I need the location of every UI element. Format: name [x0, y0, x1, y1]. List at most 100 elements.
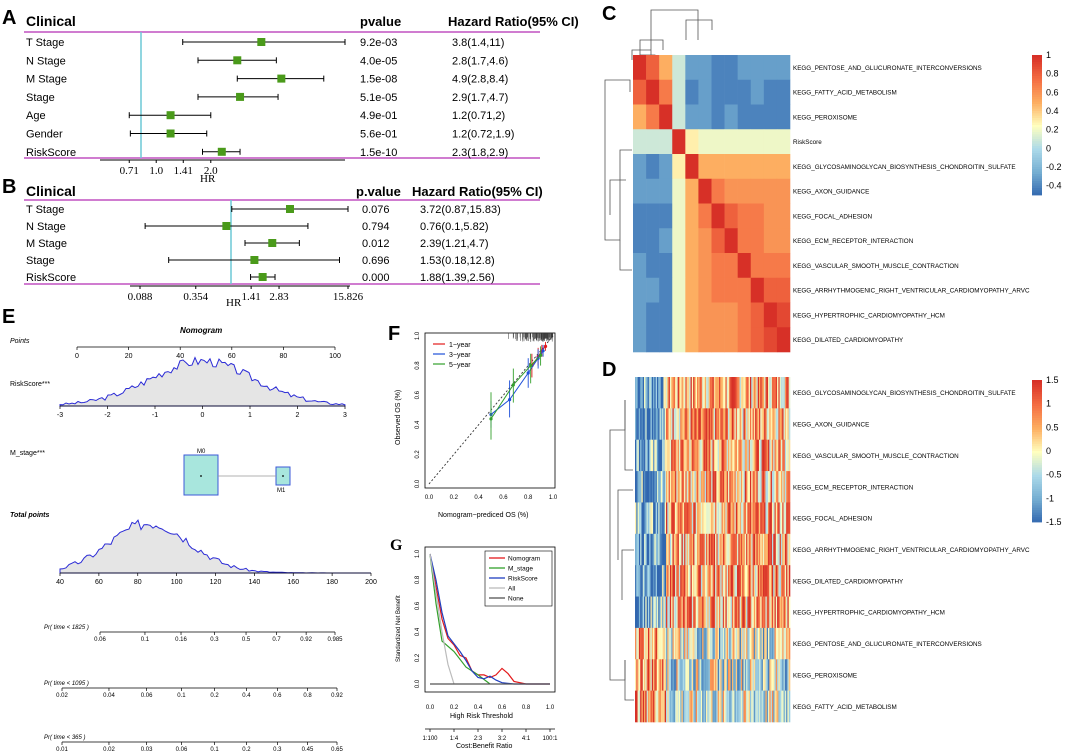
- heatmap-d-legend-swatch: [1032, 479, 1042, 483]
- heatmap-d-cell: [744, 408, 747, 441]
- heatmap-c-cell: [685, 277, 699, 303]
- heatmap-d-cell: [663, 690, 666, 723]
- heatmap-d-cell: [729, 690, 731, 723]
- heatmap-c-legend-swatch: [1032, 164, 1042, 168]
- heatmap-d-cell: [751, 565, 753, 597]
- calibration-point: [511, 383, 515, 387]
- heatmap-d-cell: [726, 690, 729, 723]
- heatmap-d-cell: [711, 439, 713, 472]
- heatmap-d-cell: [638, 596, 641, 629]
- heatmap-d-cell: [739, 502, 742, 535]
- heatmap-d-cell: [715, 659, 717, 691]
- forest-row-name: N Stage: [26, 55, 66, 67]
- heatmap-c-row-label: KEGG_GLYCOSAMINOGLYCAN_BIOSYNTHESIS_CHON…: [793, 164, 1016, 171]
- heatmap-d-cell: [783, 596, 786, 629]
- heatmap-c-cell: [646, 228, 660, 254]
- forest-tick-label: 1.0: [149, 165, 163, 177]
- heatmap-d-cell: [788, 533, 791, 566]
- heatmap-d-cell: [695, 533, 698, 566]
- heatmap-d-cell: [691, 533, 694, 566]
- heatmap-d-cell: [699, 659, 702, 691]
- heatmap-d-cell: [775, 502, 778, 535]
- forest-tick-label: 1.41: [242, 291, 261, 303]
- heatmap-d-cell: [773, 627, 775, 660]
- heatmap-d-cell: [673, 533, 676, 566]
- heatmap-d-cell: [700, 408, 703, 441]
- heatmap-d-cell: [653, 408, 655, 441]
- heatmap-d-cell: [730, 596, 733, 629]
- heatmap-c-cell: [633, 55, 647, 81]
- heatmap-d-cell: [773, 502, 775, 535]
- heatmap-d-cell: [700, 502, 703, 535]
- heatmap-d-cell: [735, 690, 738, 723]
- heatmap-d-cell: [635, 596, 637, 629]
- heatmap-d-cell: [636, 690, 638, 723]
- nomogram-prob-tick-label: 0.8: [303, 693, 312, 699]
- heatmap-c-cell: [698, 203, 712, 229]
- heatmap-d-cell: [667, 533, 669, 566]
- heatmap-d-cell: [651, 502, 654, 535]
- heatmap-d-cell: [784, 533, 787, 566]
- heatmap-d-cell: [655, 565, 658, 597]
- heatmap-d-cell: [694, 439, 697, 472]
- heatmap-d-cell: [703, 565, 706, 597]
- heatmap-d-cell: [757, 408, 760, 441]
- heatmap-d-cell: [697, 596, 699, 629]
- heatmap-d-cell: [768, 690, 770, 723]
- forest-row-hr: 1.2(0.72,1.9): [452, 129, 514, 141]
- heatmap-d-cell: [663, 596, 666, 629]
- heatmap-d-cell: [668, 659, 671, 691]
- heatmap-d-cell: [654, 565, 656, 597]
- calibration-y-tick: 0.4: [415, 420, 421, 429]
- heatmap-d-cell: [640, 627, 642, 660]
- heatmap-c-cell: [659, 79, 673, 105]
- heatmap-d-cell: [780, 471, 783, 503]
- heatmap-d-cell: [716, 659, 718, 691]
- heatmap-d-cell: [707, 377, 709, 409]
- heatmap-d-cell: [702, 408, 704, 441]
- heatmap-d-cell: [728, 439, 730, 472]
- heatmap-c-legend-swatch: [1032, 139, 1042, 142]
- heatmap-d-cell: [753, 439, 756, 472]
- heatmap-d-cell: [742, 377, 744, 409]
- nomogram-prob-tick-label: 0.03: [141, 747, 153, 752]
- heatmap-c-cell: [698, 277, 712, 303]
- heatmap-d-cell: [730, 471, 733, 503]
- heatmap-d-cell: [693, 659, 695, 691]
- heatmap-d-cell: [716, 565, 718, 597]
- panel-a: A Clinical pvalue Hazard Ratio(95% CI) T…: [2, 7, 579, 185]
- heatmap-d-cell: [773, 377, 775, 409]
- heatmap-d-legend-label: 0: [1046, 446, 1051, 456]
- heatmap-d-legend-swatch: [1032, 451, 1042, 454]
- heatmap-d-cell: [707, 659, 709, 691]
- heatmap-d-cell: [717, 659, 720, 691]
- heatmap-d-cell: [762, 439, 765, 472]
- heatmap-d-cell: [654, 408, 656, 441]
- heatmap-c-cell: [685, 228, 699, 254]
- heatmap-d-cell: [731, 565, 734, 597]
- forest-row-pvalue: 1.5e-08: [360, 74, 397, 86]
- forest-row-pvalue: 5.6e-01: [360, 129, 397, 141]
- heatmap-d-cell: [770, 596, 773, 629]
- heatmap-d-cell: [715, 377, 717, 409]
- heatmap-c-row-label: KEGG_ARRHYTHMOGENIC_RIGHT_VENTRICULAR_CA…: [793, 288, 1030, 295]
- heatmap-d-cell: [671, 502, 673, 535]
- heatmap-d-cell: [678, 565, 681, 597]
- heatmap-d-cell: [748, 502, 751, 535]
- heatmap-d-cell: [694, 659, 697, 691]
- heatmap-c-cell: [737, 277, 752, 303]
- heatmap-c-row-label: KEGG_HYPERTROPHIC_CARDIOMYOPATHY_HCM: [793, 312, 945, 319]
- heatmap-d-cell: [704, 659, 707, 691]
- heatmap-d-cell: [698, 565, 700, 597]
- nomogram-prob-tick-label: 0.06: [141, 693, 153, 699]
- heatmap-d-cell: [737, 627, 739, 660]
- heatmap-d-cell: [673, 690, 676, 723]
- calibration-x-tick: 0.6: [499, 495, 508, 501]
- heatmap-d-cell: [782, 565, 784, 597]
- heatmap-d-cell: [704, 439, 707, 472]
- heatmap-d-cell: [644, 439, 646, 472]
- heatmap-d-cell: [746, 565, 748, 597]
- heatmap-c-cell: [633, 129, 647, 155]
- heatmap-d-cell: [703, 471, 706, 503]
- heatmap-d-legend-swatch: [1032, 398, 1042, 402]
